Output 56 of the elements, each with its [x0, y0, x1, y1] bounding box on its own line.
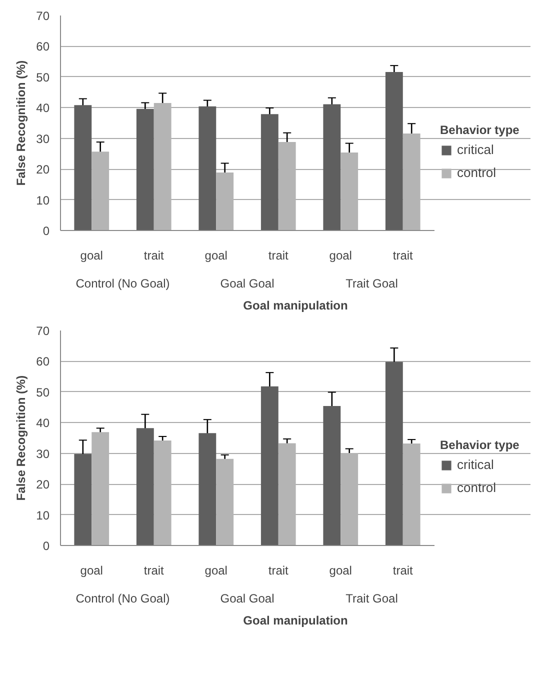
bar: [323, 406, 341, 546]
x-axis-title: Goal manipulation: [243, 614, 348, 628]
x-tick-label: trait: [268, 248, 290, 262]
text: Control (No Goal): [76, 592, 170, 606]
x-tick-label: trait: [392, 564, 414, 578]
legend-label: control: [457, 480, 497, 495]
bar: [385, 362, 403, 546]
y-tick-label: 10: [36, 193, 50, 208]
text: Goal Goal: [220, 592, 274, 606]
text: Trait Goal: [346, 592, 398, 606]
x-tick-label: goal: [204, 248, 228, 262]
bar: [136, 108, 154, 230]
bar: [198, 433, 216, 546]
legend-title: Behavior type: [440, 123, 520, 137]
y-tick-label: 40: [36, 101, 50, 116]
bar: [136, 428, 154, 546]
bar: [74, 105, 92, 230]
bar: [385, 72, 403, 230]
y-tick-label: 40: [36, 416, 50, 430]
y-tick-label: 50: [36, 385, 50, 400]
x-tick-label: trait: [144, 248, 165, 262]
y-tick-label: 50: [36, 70, 50, 84]
x-tick-label: goal: [204, 564, 228, 578]
bar: [260, 386, 278, 546]
y-tick-label: 70: [36, 9, 50, 23]
x-tick-label: trait: [268, 564, 290, 578]
y-axis-title: False Recognition (%): [14, 60, 28, 186]
y-tick-label: 30: [36, 132, 50, 146]
legend-label: critical: [457, 142, 495, 157]
x-axis-title: Goal manipulation: [243, 298, 348, 312]
bar: [74, 454, 92, 546]
bar: [198, 106, 216, 230]
legend-label: control: [457, 165, 497, 180]
y-axis-title: False Recognition (%): [14, 375, 28, 501]
text: Goal Goal: [220, 276, 274, 290]
x-tick-label: trait: [144, 564, 165, 578]
y-tick-label: 0: [42, 224, 50, 238]
y-tick-label: 0: [42, 539, 50, 553]
text: Control (No Goal): [76, 276, 170, 290]
y-tick-label: 30: [36, 446, 50, 461]
text: Trait Goal: [346, 276, 398, 290]
y-tick-label: 20: [36, 478, 50, 492]
y-tick-label: 20: [36, 162, 50, 177]
x-tick-label: goal: [80, 564, 103, 578]
y-tick-label: 60: [36, 354, 50, 369]
bar: [260, 114, 278, 230]
bar: [323, 104, 341, 230]
x-tick-label: goal: [329, 564, 352, 578]
x-tick-label: goal: [80, 248, 103, 262]
y-tick-label: 10: [36, 508, 50, 522]
legend-label: critical: [457, 457, 495, 472]
y-tick-label: 70: [36, 324, 50, 338]
x-tick-label: goal: [329, 248, 352, 262]
y-tick-label: 60: [36, 40, 50, 54]
x-tick-label: trait: [392, 248, 414, 262]
legend-title: Behavior type: [440, 438, 520, 452]
